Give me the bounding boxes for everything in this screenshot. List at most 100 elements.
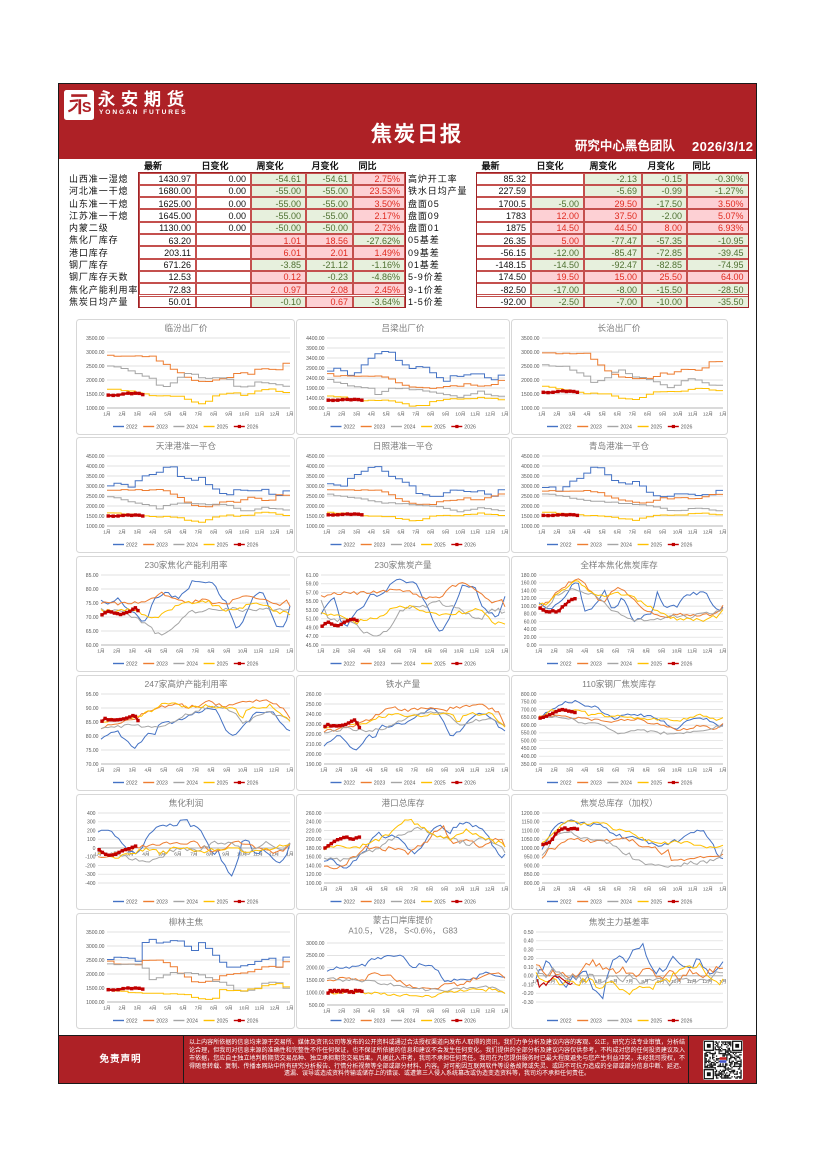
svg-text:11月: 11月 xyxy=(470,530,480,536)
svg-text:10月: 10月 xyxy=(239,412,249,418)
svg-text:1月: 1月 xyxy=(535,768,542,774)
svg-text:2026: 2026 xyxy=(681,781,693,787)
svg-text:0.10: 0.10 xyxy=(524,965,534,971)
svg-text:9月: 9月 xyxy=(441,887,448,893)
svg-text:8月: 8月 xyxy=(426,887,433,893)
svg-text:1000.00: 1000.00 xyxy=(86,406,105,412)
svg-text:2026: 2026 xyxy=(464,1019,476,1025)
svg-text:9月: 9月 xyxy=(222,852,229,858)
svg-text:青岛港准一平仓: 青岛港准一平仓 xyxy=(589,440,650,451)
svg-text:1900.00: 1900.00 xyxy=(306,386,325,392)
svg-text:10月: 10月 xyxy=(239,1006,249,1012)
svg-text:1月: 1月 xyxy=(535,649,542,655)
svg-text:9月: 9月 xyxy=(659,887,666,893)
svg-text:9月: 9月 xyxy=(223,649,230,655)
svg-text:焦化利润: 焦化利润 xyxy=(169,797,203,808)
svg-text:4000.00: 4000.00 xyxy=(306,464,325,470)
svg-text:1月: 1月 xyxy=(501,649,508,655)
svg-text:4月: 4月 xyxy=(581,649,588,655)
svg-text:5月: 5月 xyxy=(158,852,165,858)
svg-text:2026: 2026 xyxy=(247,425,259,431)
svg-text:2500.00: 2500.00 xyxy=(86,494,105,500)
svg-text:临汾出厂价: 临汾出厂价 xyxy=(165,322,208,333)
svg-text:5月: 5月 xyxy=(164,412,171,418)
svg-text:2026: 2026 xyxy=(247,543,259,549)
svg-text:2025: 2025 xyxy=(651,543,663,549)
svg-text:2025: 2025 xyxy=(217,1019,229,1025)
svg-text:3400.00: 3400.00 xyxy=(306,356,325,362)
svg-text:500.00: 500.00 xyxy=(309,1003,325,1009)
svg-text:12月: 12月 xyxy=(702,979,712,985)
svg-text:11月: 11月 xyxy=(687,768,697,774)
svg-text:2024: 2024 xyxy=(404,781,416,787)
svg-text:2023: 2023 xyxy=(156,425,168,431)
svg-text:11月: 11月 xyxy=(255,1006,265,1012)
svg-text:300: 300 xyxy=(87,820,96,826)
svg-text:2月: 2月 xyxy=(551,768,558,774)
svg-text:2900.00: 2900.00 xyxy=(306,366,325,372)
svg-text:5月: 5月 xyxy=(599,887,606,893)
svg-text:900.00: 900.00 xyxy=(524,863,540,869)
svg-text:6月: 6月 xyxy=(612,649,619,655)
svg-text:吕梁出厂价: 吕梁出厂价 xyxy=(382,322,425,333)
svg-text:长治出厂价: 长治出厂价 xyxy=(598,322,641,333)
svg-text:11月: 11月 xyxy=(470,768,480,774)
svg-text:7月: 7月 xyxy=(192,649,199,655)
svg-text:40.00: 40.00 xyxy=(524,627,537,633)
svg-text:-300: -300 xyxy=(85,872,95,878)
svg-text:港口总库存: 港口总库存 xyxy=(382,797,425,808)
svg-text:3500.00: 3500.00 xyxy=(86,474,105,480)
svg-text:0.00: 0.00 xyxy=(527,643,537,649)
svg-text:1月: 1月 xyxy=(94,852,101,858)
svg-text:230.00: 230.00 xyxy=(306,722,322,728)
svg-text:2024: 2024 xyxy=(620,543,632,549)
svg-text:2026: 2026 xyxy=(247,900,259,906)
svg-text:4500.00: 4500.00 xyxy=(306,454,325,460)
svg-text:-400: -400 xyxy=(85,881,95,887)
svg-text:10月: 10月 xyxy=(455,887,465,893)
svg-text:11月: 11月 xyxy=(687,979,697,985)
svg-text:400.00: 400.00 xyxy=(521,754,537,760)
svg-text:12月: 12月 xyxy=(270,1006,280,1012)
svg-text:-0.30: -0.30 xyxy=(522,1000,534,1006)
svg-text:800.00: 800.00 xyxy=(524,881,540,887)
svg-text:80.00: 80.00 xyxy=(86,587,99,593)
svg-text:180.00: 180.00 xyxy=(306,846,322,852)
svg-text:65.00: 65.00 xyxy=(86,629,99,635)
svg-text:蒙古口岸库提价: 蒙古口岸库提价 xyxy=(373,914,434,925)
svg-text:4月: 4月 xyxy=(149,530,156,536)
svg-text:2025: 2025 xyxy=(217,900,229,906)
svg-text:260.00: 260.00 xyxy=(306,692,322,698)
svg-text:6月: 6月 xyxy=(176,768,183,774)
svg-text:4月: 4月 xyxy=(368,530,375,536)
svg-text:9月: 9月 xyxy=(225,412,232,418)
svg-text:6月: 6月 xyxy=(612,768,619,774)
svg-text:3月: 3月 xyxy=(350,887,357,893)
svg-text:2024: 2024 xyxy=(404,900,416,906)
svg-text:3月: 3月 xyxy=(134,1006,141,1012)
svg-text:2024: 2024 xyxy=(404,425,416,431)
svg-text:240.00: 240.00 xyxy=(306,712,322,718)
svg-text:4500.00: 4500.00 xyxy=(521,454,540,460)
svg-text:7月: 7月 xyxy=(412,1009,419,1015)
svg-text:240.00: 240.00 xyxy=(306,820,322,826)
svg-text:2025: 2025 xyxy=(217,781,229,787)
svg-text:0.30: 0.30 xyxy=(524,947,534,953)
svg-text:11月: 11月 xyxy=(687,649,697,655)
svg-text:6月: 6月 xyxy=(396,768,403,774)
svg-text:53.00: 53.00 xyxy=(306,608,319,614)
svg-text:3500.00: 3500.00 xyxy=(306,474,325,480)
svg-text:2025: 2025 xyxy=(217,662,229,668)
svg-text:11月: 11月 xyxy=(254,768,264,774)
svg-text:2月: 2月 xyxy=(548,979,555,985)
svg-text:5月: 5月 xyxy=(381,768,388,774)
svg-text:70.00: 70.00 xyxy=(86,615,99,621)
svg-text:3000.00: 3000.00 xyxy=(86,484,105,490)
svg-text:2月: 2月 xyxy=(113,649,120,655)
svg-text:7月: 7月 xyxy=(629,412,636,418)
svg-text:2023: 2023 xyxy=(590,425,602,431)
svg-text:3000.00: 3000.00 xyxy=(86,944,105,950)
svg-text:9月: 9月 xyxy=(658,649,665,655)
svg-text:230家焦炭产量: 230家焦炭产量 xyxy=(374,559,432,570)
svg-text:3月: 3月 xyxy=(568,887,575,893)
